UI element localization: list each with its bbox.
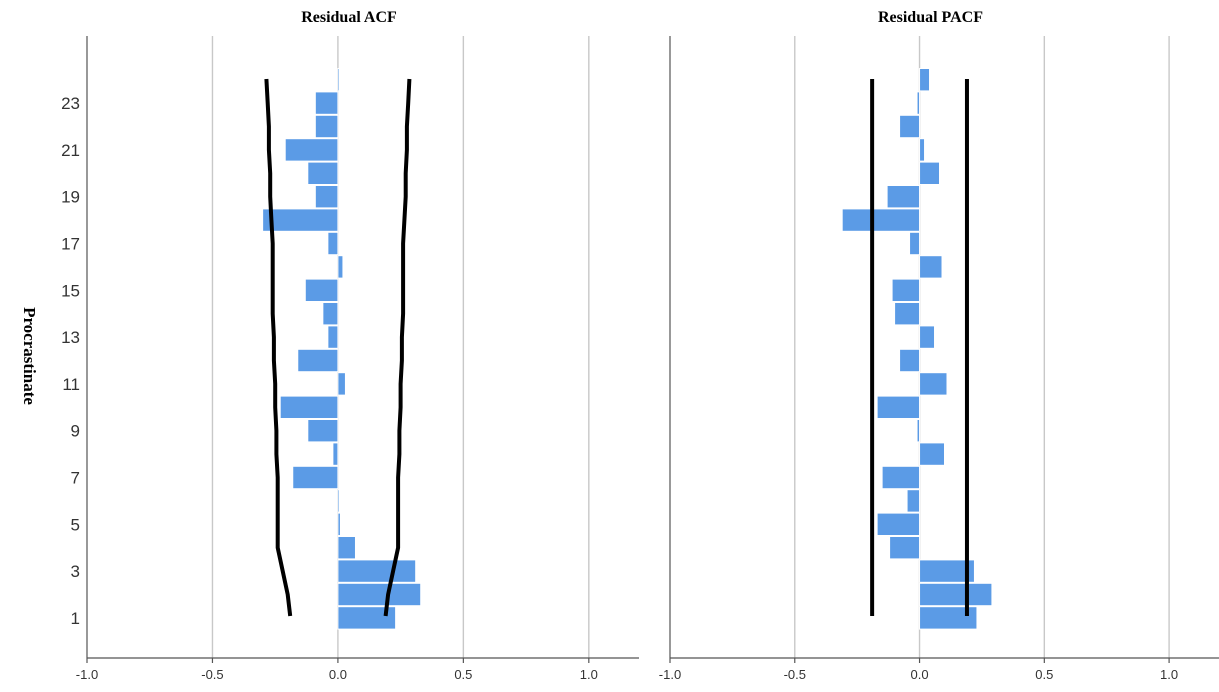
bar-acf-lag-7 [292,465,339,490]
bar-pacf-lag-13 [919,325,936,349]
bar-acf-lag-22 [314,114,339,139]
x-tick-label-pacf-2: 0.0 [911,667,929,682]
y-tick-label-19: 19 [61,188,80,207]
x-tick-label-acf-4: 1.0 [580,667,598,682]
bar-pacf-lag-24 [919,68,931,92]
bar-pacf-lag-3 [919,559,975,583]
bar-acf-lag-12 [297,348,339,373]
x-tick-label-acf-1: -0.5 [201,667,223,682]
y-tick-label-17: 17 [61,235,80,254]
chart-title-pacf: Residual PACF [878,9,983,26]
bar-pacf-lag-22 [899,114,921,139]
bar-acf-lag-8 [332,442,339,466]
bar-pacf-lag-15 [891,278,921,303]
bar-pacf-lag-10 [876,395,921,420]
x-tick-label-acf-3: 0.5 [454,667,472,682]
bar-pacf-lag-18 [841,208,921,232]
bar-pacf-lag-7 [881,465,921,490]
bar-acf-lag-6 [337,489,340,513]
y-tick-label-15: 15 [61,281,80,300]
bar-pacf-lag-4 [889,536,921,560]
panel-acf: Residual ACF-1.0 -0.5 0.0 0.5 1.013579111315… [61,9,639,682]
upper-confidence-limit-acf [383,78,412,617]
y-axis-title: Procrastinate [20,307,39,405]
x-tick-label-pacf-0: -1.0 [659,667,681,682]
bar-pacf-lag-20 [919,161,941,186]
bar-acf-lag-16 [337,255,344,279]
chart-title-acf: Residual ACF [301,9,397,26]
bar-acf-lag-2 [337,582,422,607]
y-tick-label-3: 3 [71,562,80,581]
bar-pacf-lag-17 [909,231,921,256]
bar-acf-lag-13 [327,325,339,349]
bar-acf-lag-24 [337,68,340,92]
bar-pacf-lag-2 [919,582,993,607]
y-tick-label-5: 5 [71,515,80,534]
x-tick-label-pacf-4: 1.0 [1160,667,1178,682]
bar-pacf-lag-11 [919,372,948,396]
x-tick-label-pacf-1: -0.5 [784,667,806,682]
y-tick-label-21: 21 [61,141,80,160]
y-tick-label-23: 23 [61,94,80,113]
bar-acf-lag-17 [327,231,339,256]
bar-pacf-lag-8 [919,442,946,466]
bar-pacf-lag-21 [919,138,926,162]
bar-acf-lag-11 [337,372,346,396]
bar-acf-lag-20 [307,161,339,186]
y-tick-label-7: 7 [71,469,80,488]
bar-acf-lag-14 [322,302,339,326]
y-tick-label-9: 9 [71,422,80,441]
y-tick-label-1: 1 [71,609,80,628]
bar-pacf-lag-1 [919,606,978,630]
bar-acf-lag-5 [337,512,341,536]
bar-pacf-lag-19 [886,185,921,209]
x-tick-label-pacf-3: 0.5 [1035,667,1053,682]
y-tick-label-11: 11 [62,375,80,394]
bar-pacf-lag-9 [916,419,921,443]
bar-acf-lag-15 [304,278,339,303]
bar-pacf-lag-14 [894,302,921,326]
bar-pacf-lag-23 [916,91,921,115]
bar-pacf-lag-16 [919,255,943,279]
x-tick-label-acf-2: 0.0 [329,667,347,682]
bar-acf-lag-18 [262,208,339,232]
bar-acf-lag-9 [307,419,339,443]
bar-acf-lag-23 [314,91,339,115]
lower-confidence-limit-acf [264,78,293,617]
bar-pacf-lag-5 [876,512,921,536]
bar-pacf-lag-6 [906,489,921,513]
panel-pacf: Residual PACF -1.0 -0.5 0.0 0.5 1.0 [659,9,1219,682]
bar-acf-lag-19 [314,185,339,209]
bar-acf-lag-1 [337,606,397,630]
bar-acf-lag-21 [284,138,339,162]
bar-acf-lag-3 [337,559,417,583]
bar-acf-lag-10 [279,395,339,420]
x-tick-label-acf-0: -1.0 [76,667,98,682]
bar-acf-lag-4 [337,536,356,560]
bar-pacf-lag-12 [899,348,921,373]
y-tick-label-13: 13 [61,328,80,347]
